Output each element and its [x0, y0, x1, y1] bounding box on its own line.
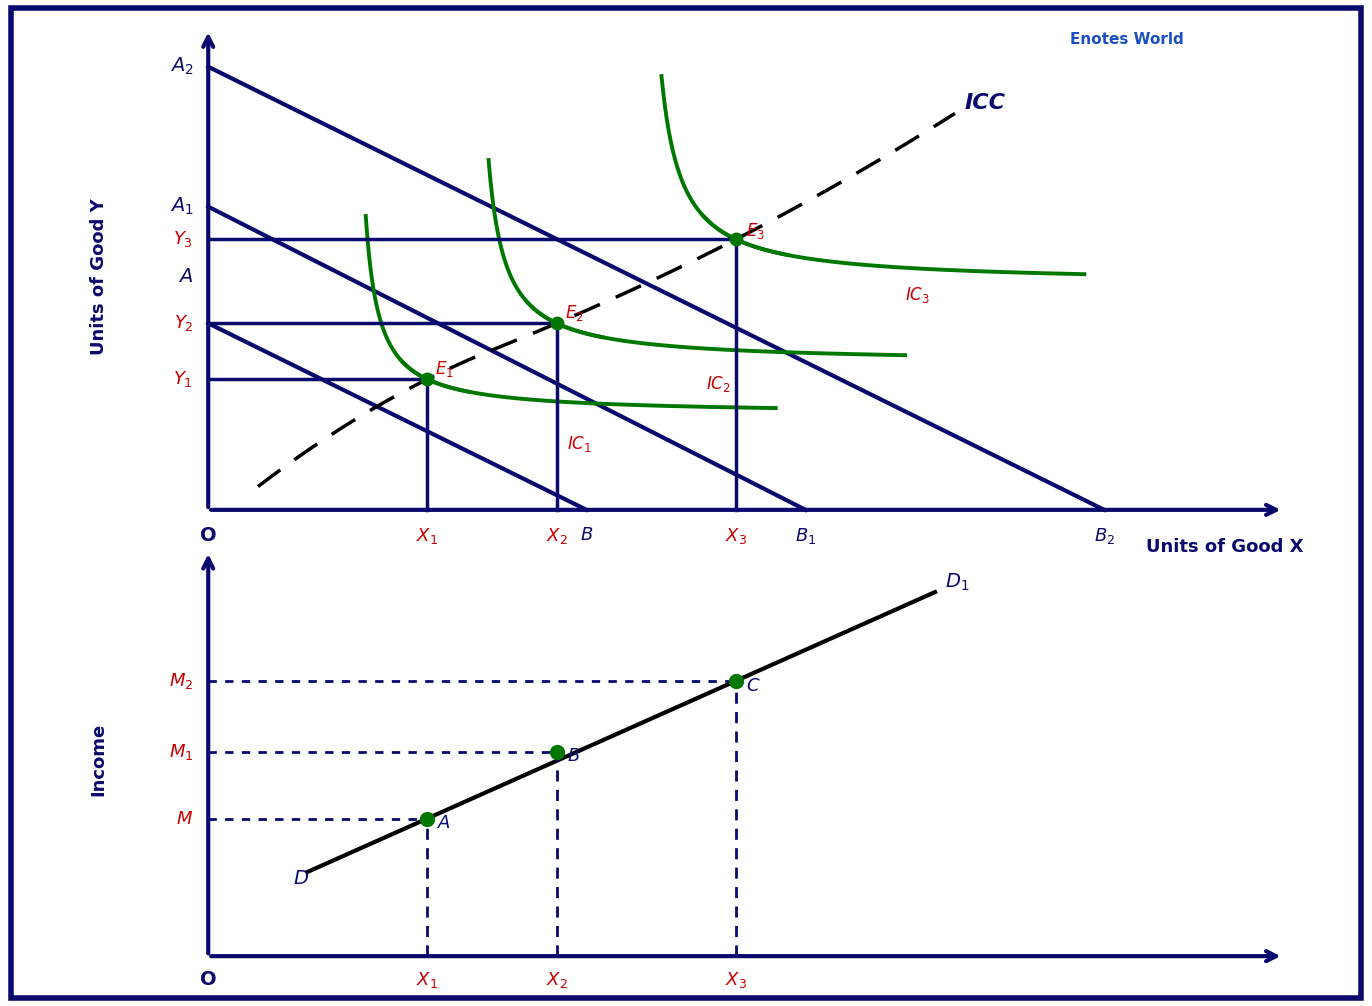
Text: Enotes World: Enotes World — [1070, 32, 1184, 47]
Text: ICC: ICC — [965, 93, 1006, 113]
Text: $E_1$: $E_1$ — [435, 359, 454, 378]
Text: $A$: $A$ — [178, 268, 193, 286]
Text: $E_2$: $E_2$ — [565, 303, 583, 323]
Text: Income: Income — [89, 723, 108, 796]
Text: $C$: $C$ — [746, 677, 760, 695]
Text: $IC_3$: $IC_3$ — [906, 285, 930, 305]
Text: $B$: $B$ — [567, 747, 580, 766]
Text: $B$: $B$ — [580, 526, 593, 544]
Text: $M_1$: $M_1$ — [169, 741, 193, 762]
Text: $D$: $D$ — [292, 868, 309, 887]
Text: Units of Good Y: Units of Good Y — [89, 198, 108, 355]
Text: $Y_1$: $Y_1$ — [173, 369, 193, 389]
Text: O: O — [200, 526, 217, 545]
Text: $X_1$: $X_1$ — [416, 526, 438, 546]
Text: $E_3$: $E_3$ — [746, 220, 764, 240]
Text: $Y_2$: $Y_2$ — [173, 313, 193, 333]
Text: O: O — [200, 970, 217, 989]
Text: $X_2$: $X_2$ — [546, 526, 568, 546]
Text: Units of Good X: Units of Good X — [1146, 538, 1303, 556]
Text: $A_2$: $A_2$ — [170, 56, 193, 77]
Text: $A$: $A$ — [438, 814, 451, 832]
Text: $M_2$: $M_2$ — [169, 671, 193, 691]
Text: $X_2$: $X_2$ — [546, 970, 568, 990]
Text: $X_1$: $X_1$ — [416, 970, 438, 990]
Text: $A_1$: $A_1$ — [170, 196, 193, 217]
Text: $D_1$: $D_1$ — [945, 572, 970, 594]
Text: $M$: $M$ — [176, 810, 193, 828]
Text: $Y_3$: $Y_3$ — [173, 229, 193, 249]
Text: $IC_2$: $IC_2$ — [707, 373, 731, 393]
Text: $X_3$: $X_3$ — [724, 526, 746, 546]
Text: $X_3$: $X_3$ — [724, 970, 746, 990]
Text: $B_1$: $B_1$ — [794, 526, 816, 546]
Text: $B_2$: $B_2$ — [1093, 526, 1115, 546]
Text: $IC_1$: $IC_1$ — [567, 435, 591, 455]
